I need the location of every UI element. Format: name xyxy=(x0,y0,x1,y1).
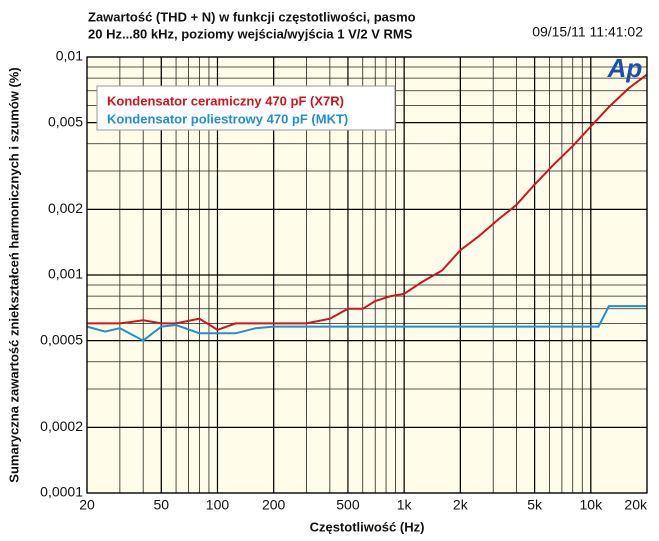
legend-label: Kondensator poliestrowy 470 pF (MKT) xyxy=(107,111,348,126)
chart-title: Zawartość (THD + N) w funkcji częstotliw… xyxy=(88,9,416,24)
y-tick-label: 0,0001 xyxy=(40,484,83,500)
x-tick-label: 5k xyxy=(527,497,543,513)
x-tick-label: 1k xyxy=(397,497,413,513)
legend xyxy=(96,85,396,131)
timestamp: 09/15/11 11:41:02 xyxy=(532,24,643,40)
x-tick-label: 50 xyxy=(153,497,169,513)
chart-title: 20 Hz...80 kHz, poziomy wejścia/wyjścia … xyxy=(88,26,413,41)
lines xyxy=(86,73,648,342)
series-line xyxy=(87,73,648,332)
y-axis-label: Sumaryczna zawartość zniekształceń harmo… xyxy=(6,67,21,482)
legend-label: Kondensator ceramiczny 470 pF (X7R) xyxy=(107,93,344,108)
logo: Ap xyxy=(607,53,643,83)
x-tick-label: 2k xyxy=(453,497,469,513)
y-tick-label: 0,005 xyxy=(48,113,83,129)
x-axis-label: Częstotliwość (Hz) xyxy=(310,519,425,534)
y-tick-label: 0,0002 xyxy=(40,418,83,434)
plot-frame xyxy=(86,56,648,494)
x-tick-label: 10k xyxy=(580,497,604,513)
y-tick-label: 0,0005 xyxy=(40,331,83,347)
x-tick-label: 20k xyxy=(624,497,648,513)
y-tick-label: 0,001 xyxy=(48,266,83,282)
x-tick-label: 200 xyxy=(262,497,286,513)
x-tick-label: 100 xyxy=(206,497,230,513)
y-tick-label: 0,002 xyxy=(48,200,83,216)
y-tick-label: 0,01 xyxy=(56,48,83,64)
series-line xyxy=(86,305,647,342)
x-tick-label: 500 xyxy=(336,497,360,513)
x-tick-label: 20 xyxy=(79,497,95,513)
